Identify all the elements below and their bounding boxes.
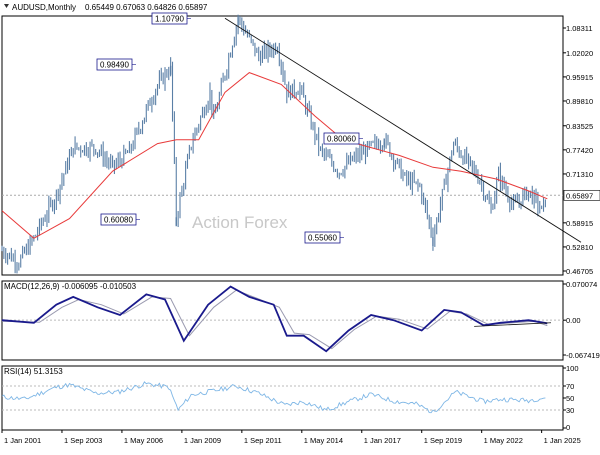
x-tick-label: 1 Sep 2019	[424, 436, 462, 445]
x-tick-label: 1 Jan 2025	[544, 436, 581, 445]
macd-y-tick-label: 0.070074	[566, 280, 597, 289]
rsi-y-tick-label: 0	[566, 423, 570, 432]
macd-y-tick-label: 0.00	[566, 316, 581, 325]
symbol-dropdown-icon	[4, 4, 9, 8]
price-callout-label: 0.55060	[308, 234, 337, 243]
price-title: AUDUSD,Monthly	[12, 3, 76, 12]
x-tick-label: 1 Jan 2001	[4, 436, 41, 445]
current-price-label: 0.65897	[566, 191, 593, 200]
x-tick-label: 1 May 2006	[124, 436, 163, 445]
x-tick-label: 1 Jan 2009	[184, 436, 221, 445]
rsi-y-tick-label: 70	[566, 382, 574, 391]
x-tick-label: 1 Sep 2003	[64, 436, 102, 445]
moving-average-line	[1, 72, 548, 239]
current-price-box	[563, 189, 600, 201]
price-y-tick-label: 0.95915	[566, 73, 593, 82]
macd-y-tick-label: -0.067419	[566, 351, 600, 360]
x-tick-label: 1 May 2022	[484, 436, 523, 445]
price-callout-label: 0.60080	[104, 216, 133, 225]
rsi-panel-frame	[1, 365, 564, 431]
x-axis: 1 Jan 2001 1 Sep 2003 1 May 2006 1 Jan 2009…	[1, 430, 581, 445]
macd-title: MACD(12,26,9) -0.006095 -0.010503	[4, 282, 137, 291]
price-y-tick-label: 1.02020	[566, 49, 593, 58]
rsi-y-tick-label: 100	[566, 364, 579, 373]
macd-trendline	[474, 322, 552, 327]
price-y-tick-label: 0.52810	[566, 243, 593, 252]
price-panel: 1.08311 1.02020 0.95915 0.89810 0.83525 0.774…	[1, 3, 600, 276]
price-callout-label: 0.80060	[327, 135, 356, 144]
price-callout-label: 1.10790	[155, 15, 184, 24]
rsi-panel: 100 70 50 30 0 RSI(14) 51.3153	[1, 364, 579, 432]
price-y-tick-label: 1.08311	[566, 24, 593, 33]
x-tick-label: 1 May 2014	[304, 436, 343, 445]
price-candles	[1, 14, 546, 274]
ohlc-header: 0.65449 0.67063 0.64826 0.65897	[85, 3, 208, 12]
price-callout-label: 0.98490	[100, 61, 129, 70]
resistance-trendline	[224, 17, 582, 243]
macd-line	[1, 285, 548, 353]
price-y-tick-label: 0.46705	[566, 267, 593, 276]
macd-panel: 0.070074 0.00 -0.067419 MACD(12,26,9) -0.00…	[1, 280, 600, 361]
price-y-tick-label: 0.58915	[566, 219, 593, 228]
x-tick-label: 1 Sep 2011	[244, 436, 282, 445]
rsi-y-tick-label: 30	[566, 406, 574, 415]
rsi-line	[1, 381, 546, 414]
rsi-y-tick-label: 50	[566, 394, 574, 403]
price-y-tick-label: 0.83525	[566, 122, 593, 131]
price-y-tick-label: 0.71310	[566, 170, 593, 179]
price-y-tick-label: 0.89810	[566, 97, 593, 106]
watermark: Action Forex	[192, 213, 288, 232]
x-tick-label: 1 Jan 2017	[364, 436, 401, 445]
macd-signal-line	[1, 289, 548, 350]
rsi-title: RSI(14) 51.3153	[4, 367, 63, 376]
price-y-tick-label: 0.77420	[566, 146, 593, 155]
